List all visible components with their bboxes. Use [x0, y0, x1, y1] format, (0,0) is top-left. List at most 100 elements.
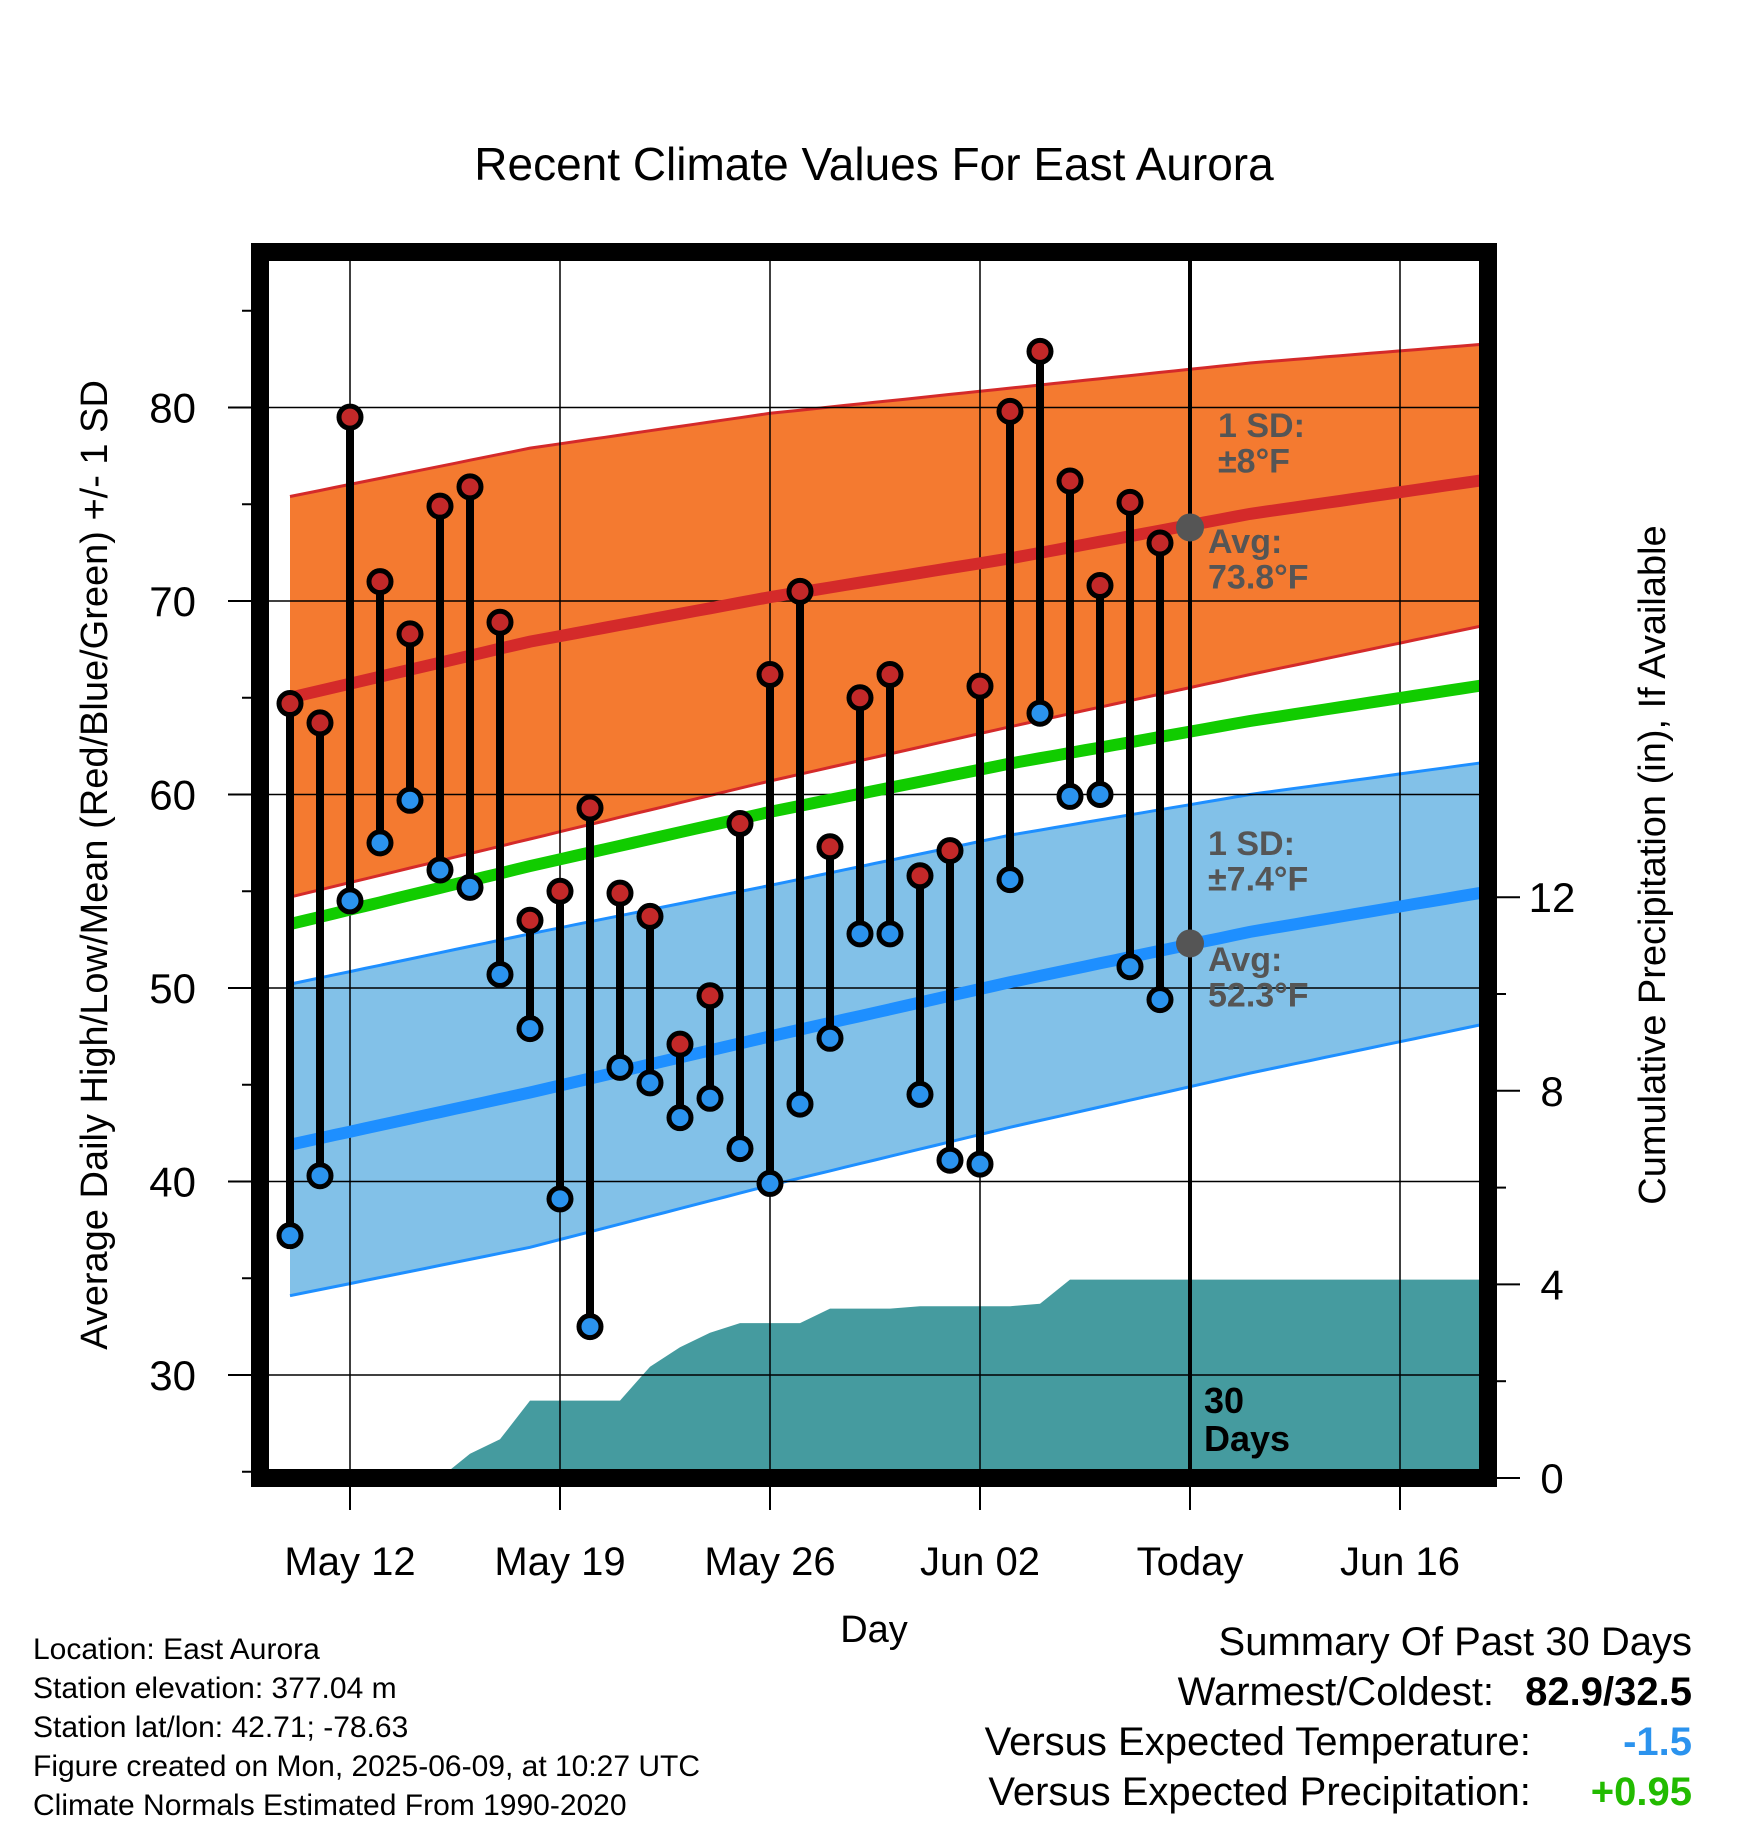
daily-low-point [306, 1162, 334, 1190]
warmest-label: Warmest/Coldest: [1177, 1670, 1495, 1714]
chart-title: Recent Climate Values For East Aurora [474, 138, 1274, 190]
daily-low-point [276, 1222, 304, 1250]
daily-low-point [786, 1090, 814, 1118]
precip-label: Versus Expected Precipitation: [988, 1770, 1531, 1814]
high-avg-marker [1176, 513, 1204, 542]
daily-low-point [846, 920, 874, 948]
x-tick-label: May 26 [704, 1540, 835, 1584]
x-tick-label: Today [1137, 1540, 1244, 1584]
daily-high-point [966, 672, 994, 700]
plot-frame [251, 243, 1497, 1487]
high-sd-annotation: 1 SD: ±8°F [1218, 407, 1305, 481]
daily-high-point [996, 397, 1024, 425]
today-days-label: 30 Days [1204, 1380, 1290, 1459]
daily-low-point [876, 920, 904, 948]
daily-low-point [336, 887, 364, 915]
daily-low-point [906, 1080, 934, 1108]
daily-high-point [936, 837, 964, 865]
precip-value: +0.95 [1590, 1770, 1692, 1814]
daily-high-point [576, 794, 604, 822]
daily-low-point [996, 866, 1024, 894]
low-lower-line [289, 1021, 1491, 1298]
daily-high-point [486, 608, 514, 636]
temp-label: Versus Expected Temperature: [984, 1720, 1531, 1764]
daily-low-point [666, 1104, 694, 1132]
y-tick-label: 40 [149, 1159, 196, 1206]
daily-low-point [966, 1150, 994, 1178]
daily-high-point [906, 862, 934, 890]
precip-row: Versus Expected Precipitation: +0.95 [985, 1767, 1692, 1817]
x-tick-label: May 19 [494, 1540, 625, 1584]
x-tick-label: Jun 16 [1340, 1540, 1460, 1584]
y2-tick-label: 4 [1540, 1261, 1563, 1308]
location-text: Location: East Aurora [33, 1633, 320, 1666]
daily-low-point [606, 1053, 634, 1081]
daily-high-point [516, 906, 544, 934]
daily-low-point [1056, 782, 1084, 810]
daily-high-point [1146, 529, 1174, 557]
y-tick-label: 70 [149, 578, 196, 625]
daily-high-point [666, 1030, 694, 1058]
daily-low-point [396, 786, 424, 814]
x-tick-label: Jun 02 [920, 1540, 1040, 1584]
daily-low-point [936, 1146, 964, 1174]
daily-high-point [546, 877, 574, 905]
daily-high-point [1086, 572, 1114, 600]
daily-low-point [546, 1185, 574, 1213]
y2-tick-label: 12 [1529, 874, 1576, 921]
daily-high-point [306, 709, 334, 737]
daily-high-point [786, 577, 814, 605]
x-axis-label: Day [840, 1609, 908, 1651]
station-info: Location: East Aurora Station elevation:… [33, 1630, 700, 1825]
summary-heading: Summary Of Past 30 Days [1218, 1620, 1692, 1664]
elevation-text: Station elevation: 377.04 m [33, 1672, 397, 1705]
y-tick-label: 30 [149, 1352, 196, 1399]
y2-tick-label: 8 [1540, 1068, 1563, 1115]
summary-panel: Summary Of Past 30 Days Warmest/Coldest:… [985, 1617, 1692, 1817]
y-axis-label: Average Daily High/Low/Mean (Red/Blue/Gr… [74, 380, 116, 1350]
low-normal-line [288, 885, 1491, 1151]
daily-low-point [1116, 953, 1144, 981]
daily-high-point [636, 902, 664, 930]
low-sd-annotation: 1 SD: ±7.4°F [1208, 825, 1308, 899]
precip-area [350, 1279, 1490, 1478]
daily-low-point [456, 873, 484, 901]
y-tick-label: 60 [149, 772, 196, 819]
daily-high-point [846, 684, 874, 712]
plot-area: 1 SD: ±8°F Avg: 73.8°F 1 SD: ±7.4°F Avg: 52.3°F… [149, 243, 1576, 1584]
y2-tick-label: 0 [1540, 1455, 1563, 1502]
daily-low-point [726, 1135, 754, 1163]
created-text: Figure created on Mon, 2025-06-09, at 10… [33, 1750, 701, 1783]
daily-high-point [396, 620, 424, 648]
daily-low-point [756, 1169, 784, 1197]
daily-high-point [756, 661, 784, 689]
daily-high-point [876, 661, 904, 689]
latlon-text: Station lat/lon: 42.71; -78.63 [33, 1711, 409, 1744]
warmest-value: 82.9/32.5 [1525, 1670, 1692, 1714]
high-normal-line [288, 473, 1491, 704]
x-tick-label: May 12 [284, 1540, 415, 1584]
y-tick-label: 80 [149, 385, 196, 432]
normals-text: Climate Normals Estimated From 1990-2020 [33, 1789, 627, 1822]
daily-high-point [726, 810, 754, 838]
low-avg-annotation: Avg: 52.3°F [1208, 941, 1309, 1015]
daily-high-point [816, 833, 844, 861]
daily-high-point [456, 473, 484, 501]
low-avg-marker [1176, 929, 1204, 958]
daily-high-point [606, 879, 634, 907]
daily-high-point [1056, 467, 1084, 495]
y-tick-label: 50 [149, 965, 196, 1012]
daily-low-point [1026, 699, 1054, 727]
daily-low-point [576, 1313, 604, 1341]
daily-low-point [816, 1024, 844, 1052]
daily-high-point [1026, 337, 1054, 365]
daily-low-point [696, 1084, 724, 1112]
daily-low-point [636, 1069, 664, 1097]
daily-low-point [1086, 781, 1114, 808]
daily-high-point [336, 403, 364, 431]
warmest-row: Warmest/Coldest: 82.9/32.5 [985, 1667, 1692, 1717]
daily-low-point [426, 856, 454, 884]
daily-low-point [486, 960, 514, 988]
high-avg-annotation: Avg: 73.8°F [1208, 523, 1309, 597]
